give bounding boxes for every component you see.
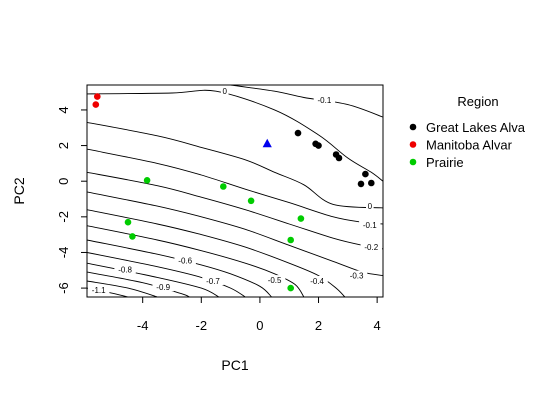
contour-line [87, 89, 383, 182]
legend: Region Great Lakes Alva Manitoba Alvar Prai… [409, 94, 526, 170]
data-point [294, 129, 302, 137]
contour-label-bg [313, 95, 336, 105]
contour-label: -0.4 [310, 277, 324, 286]
data-point [124, 218, 132, 226]
contour-label-bg [360, 242, 382, 252]
contour-label-bg [114, 264, 136, 274]
contour-label: 0 [222, 87, 227, 96]
data-point [368, 179, 375, 187]
legend-entry-label: Great Lakes Alva [426, 120, 526, 135]
legend-marker [409, 123, 417, 131]
contour-label-bg [359, 219, 381, 229]
contour-label: 0 [368, 202, 373, 211]
contour-label: -0.5 [268, 276, 282, 285]
contour-line [87, 209, 346, 297]
y-axis-label: PC2 [11, 177, 27, 204]
contour-line [87, 121, 383, 209]
data-point [357, 180, 365, 188]
x-tick-label: -4 [137, 318, 149, 333]
contour-label-bg [306, 276, 328, 285]
data-point [129, 233, 136, 240]
legend-entry-label: Manitoba Alvar [426, 138, 513, 153]
contour-line [87, 280, 158, 297]
x-tick-label: -2 [196, 318, 208, 333]
contour-label-bg [88, 284, 110, 294]
x-axis: -4 -2 0 2 4 [137, 296, 381, 333]
data-point [287, 284, 295, 292]
contour-line [87, 171, 383, 250]
y-tick-label: 4 [56, 106, 71, 113]
y-tick-label: -6 [56, 282, 71, 294]
contour-label: -0.1 [318, 96, 332, 105]
contour-label: -0.7 [206, 277, 220, 286]
y-tick-label: 2 [56, 142, 71, 149]
contour-label: -0.2 [364, 243, 378, 252]
y-axis: -6 -4 -2 0 2 4 [56, 106, 88, 294]
contour-label: -1.1 [92, 286, 106, 295]
contour-label-bg [263, 275, 286, 285]
data-point [247, 197, 255, 205]
contour-label: -0.8 [118, 265, 132, 274]
x-axis-label: PC1 [221, 357, 248, 373]
x-tick-label: 2 [315, 318, 322, 333]
contour-line [87, 239, 272, 297]
x-tick-label: 0 [256, 318, 263, 333]
contour-label-bg [202, 276, 224, 285]
legend-entry-label: Prairie [426, 155, 464, 170]
data-point-triangle [262, 138, 272, 148]
data-point [143, 177, 151, 184]
contour-label: -0.9 [156, 283, 170, 292]
contour-label-bg [152, 282, 174, 292]
contour-label: -0.3 [350, 272, 364, 281]
legend-marker [409, 141, 417, 148]
contour-label-bg [366, 201, 374, 211]
y-tick-label: -2 [56, 211, 71, 223]
data-point [220, 183, 227, 190]
data-point [287, 236, 295, 244]
data-points [92, 93, 375, 292]
contour-label: -0.6 [178, 257, 192, 266]
data-point [297, 215, 305, 222]
contour-label-bg [220, 86, 229, 96]
contour-label-bg [174, 255, 196, 265]
legend-title: Region [457, 94, 498, 109]
contour-label-bg [345, 270, 368, 280]
x-tick-label: 4 [374, 318, 381, 333]
contour-line [87, 225, 305, 297]
contour-line [230, 85, 383, 118]
data-point [335, 154, 343, 162]
contour-labels: 0 -0.1 0 -0.1 -0.2 -0.3 -0.4 -0.5 -0.6 -0.7 -0.8 -0… [88, 86, 382, 295]
legend-marker [409, 158, 417, 166]
y-tick-label: -4 [56, 247, 71, 259]
data-point [315, 142, 322, 149]
y-tick-label: 0 [56, 178, 71, 185]
contour-line [87, 252, 246, 297]
data-point [362, 170, 369, 178]
data-point [92, 101, 100, 108]
data-point [94, 93, 101, 100]
contour-label: -0.1 [363, 221, 377, 230]
